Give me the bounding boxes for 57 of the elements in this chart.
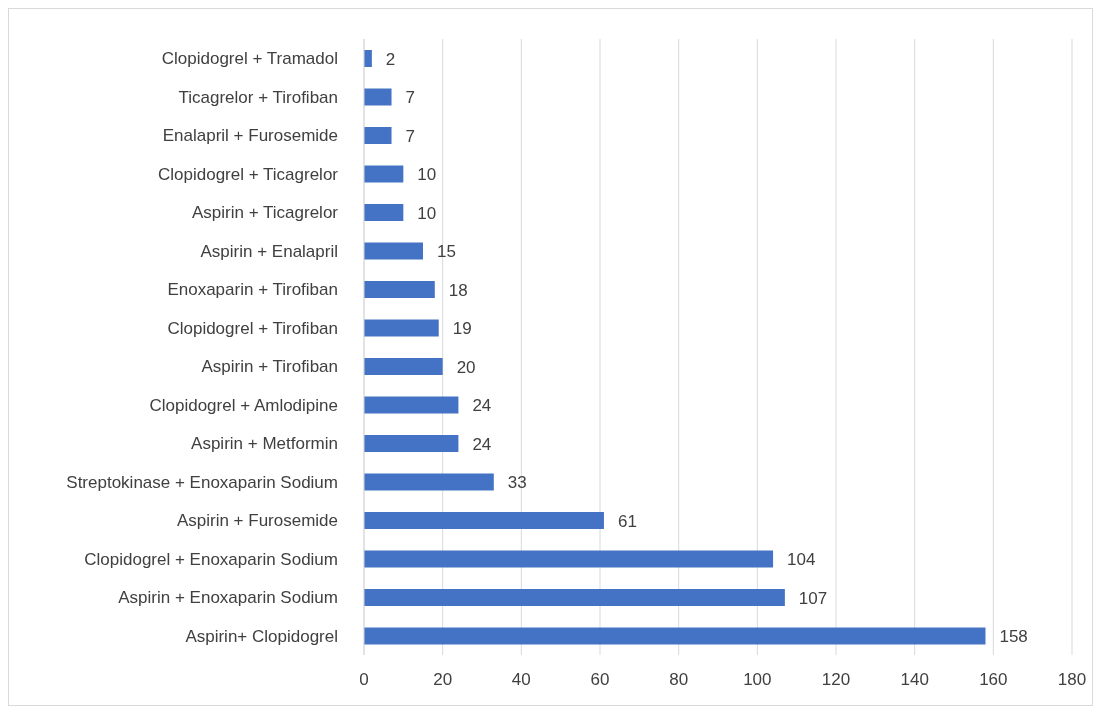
data-label: 2 [385, 49, 396, 69]
bar [364, 512, 604, 529]
bar [364, 589, 785, 606]
y-tick-label: Aspirin + Ticagrelor [192, 203, 339, 223]
y-tick-label: Aspirin + Enalapril [200, 241, 338, 261]
bar [364, 204, 404, 221]
data-label: 19 [452, 319, 472, 339]
x-tick-label: 120 [821, 670, 851, 690]
y-tick-label: Aspirin + Tirofiban [201, 357, 338, 377]
bar [364, 550, 774, 568]
bar [364, 165, 404, 183]
x-tick-label: 100 [743, 670, 772, 690]
data-label: 24 [472, 434, 492, 454]
data-label: 33 [507, 473, 527, 493]
y-tick-label: Clopidogrel + Enoxaparin Sodium [84, 549, 338, 569]
y-tick-label: Clopidogrel + Amlodipine [149, 395, 338, 415]
x-tick-label: 20 [433, 670, 453, 690]
y-tick-label: Clopidogrel + Tirofiban [167, 318, 338, 338]
x-tick-label: 180 [1057, 670, 1087, 690]
y-tick-label: Aspirin+ Clopidogrel [185, 626, 338, 646]
bar [364, 88, 392, 106]
data-label: 104 [787, 550, 816, 570]
data-label: 20 [456, 357, 476, 377]
bar [364, 627, 986, 645]
x-tick-label: 160 [979, 670, 1008, 690]
y-tick-label: Ticagrelor + Tirofiban [178, 87, 338, 107]
data-label: 15 [437, 242, 456, 262]
y-tick-label: Aspirin + Metformin [191, 434, 338, 454]
data-label: 107 [798, 588, 828, 608]
x-tick-label: 0 [359, 670, 369, 690]
x-tick-label: 60 [590, 670, 610, 690]
bar [364, 242, 423, 260]
y-tick-label: Aspirin + Furosemide [176, 511, 338, 531]
y-tick-label: Enoxaparin + Tirofiban [167, 280, 338, 300]
y-tick-label: Enalapril + Furosemide [162, 126, 338, 146]
x-tick-label: 40 [511, 670, 531, 690]
data-label: 61 [617, 511, 637, 531]
bar [364, 396, 459, 414]
data-label: 7 [405, 126, 415, 146]
data-label: 24 [472, 396, 492, 416]
x-tick-label: 80 [669, 670, 689, 690]
data-label: 158 [999, 627, 1028, 647]
bar [364, 435, 459, 452]
bar [364, 127, 392, 144]
y-tick-label: Aspirin + Enoxaparin Sodium [118, 588, 338, 608]
bar [364, 473, 494, 491]
data-label: 18 [448, 280, 468, 300]
data-label: 10 [417, 203, 437, 223]
data-label: 10 [417, 165, 437, 185]
bar [364, 358, 443, 375]
data-label: 7 [405, 88, 415, 108]
x-tick-label: 140 [900, 670, 929, 690]
y-tick-label: Streptokinase + Enoxaparin Sodium [66, 472, 338, 492]
bar [364, 319, 439, 337]
bar [364, 281, 435, 298]
y-tick-label: Clopidogrel + Tramadol [161, 49, 338, 69]
y-tick-label: Clopidogrel + Ticagrelor [157, 164, 339, 184]
